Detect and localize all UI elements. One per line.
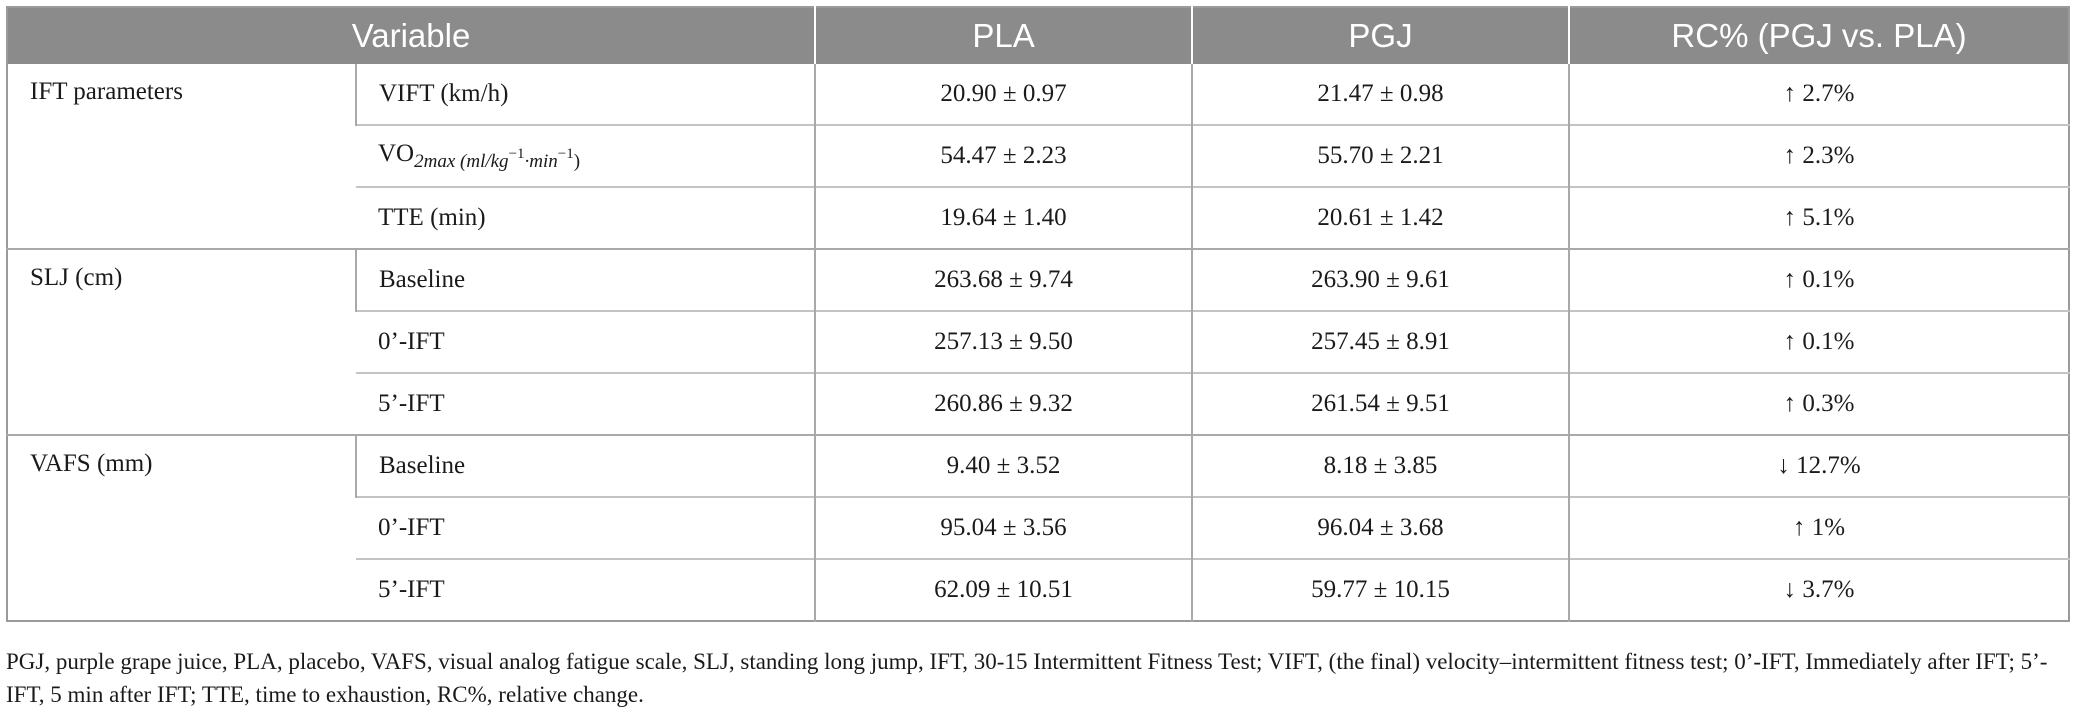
rc-value: ↑ 0.1% [1568,310,2070,373]
row-label: 0’-IFT [356,310,816,373]
vo2-sub-text: 2max [414,150,456,172]
table-footnote: PGJ, purple grape juice, PLA, placebo, V… [6,649,2048,707]
rc-value: ↑ 2.7% [1568,64,2070,125]
pla-value: 257.13 ± 9.50 [814,310,1193,373]
pla-value: 9.40 ± 3.52 [814,434,1193,497]
row-label: Baseline [354,248,816,311]
row-label: 5’-IFT [356,372,816,435]
rc-value: ↓ 12.7% [1568,434,2070,497]
row-label: Baseline [354,434,816,497]
table-row: VAFS (mm) Baseline 9.40 ± 3.52 8.18 ± 3.… [7,434,2070,621]
header-pla: PLA [814,7,1193,64]
vo2-unit-open: (ml/kg [460,150,509,172]
rc-value: ↑ 5.1% [1568,186,2070,249]
header-pgj: PGJ [1191,7,1570,64]
header-variable: Variable [7,7,816,64]
rc-value: ↑ 0.1% [1568,248,2070,311]
vo2-base: VO [378,139,415,167]
pgj-value: 257.45 ± 8.91 [1191,310,1570,373]
pgj-value: 8.18 ± 3.85 [1191,434,1570,497]
pla-value: 20.90 ± 0.97 [814,64,1193,125]
rc-value: ↑ 0.3% [1568,372,2070,435]
table-row: 0’-IFT 95.04 ± 3.56 96.04 ± 3.68 ↑ 1% [7,496,2070,559]
table-row: 0’-IFT 257.13 ± 9.50 257.45 ± 8.91 ↑ 0.1… [7,310,2070,373]
row-label: VIFT (km/h) [354,64,816,125]
group-label-ift: IFT parameters [30,78,183,105]
row-label-vo2max: VO2max (ml/kg−1·min−1) [356,124,816,187]
rc-value: ↑ 1% [1568,496,2070,559]
table-row: VO2max (ml/kg−1·min−1) 54.47 ± 2.23 55.7… [7,124,2070,187]
table-row: 5’-IFT 62.09 ± 10.51 59.77 ± 10.15 ↓ 3.7… [7,558,2070,621]
group-label-vafs: VAFS (mm) [7,434,356,621]
results-table: Variable PLA PGJ RC% (PGJ vs. PLA) IFT p… [6,6,2071,622]
table-row: SLJ (cm) Baseline 263.68 ± 9.74 263.90 ±… [7,248,2070,435]
table-row: IFT parameters VIFT (km/h) 20.90 ± 0.97 … [7,64,2070,125]
pla-value: 260.86 ± 9.32 [814,372,1193,435]
vo2-unit-mid: ·min [524,150,558,172]
pla-value: 19.64 ± 1.40 [814,186,1193,249]
pgj-value: 261.54 ± 9.51 [1191,372,1570,435]
pgj-value: 59.77 ± 10.15 [1191,558,1570,621]
row-label: TTE (min) [356,186,816,249]
vo2-subscript: 2max (ml/kg−1·min−1) [414,146,581,172]
pgj-value: 21.47 ± 0.98 [1191,64,1570,125]
pgj-value: 263.90 ± 9.61 [1191,248,1570,311]
rc-value: ↑ 2.3% [1568,124,2070,187]
vo2-unit-close: ) [573,150,581,172]
pla-value: 62.09 ± 10.51 [814,558,1193,621]
results-table-container: Variable PLA PGJ RC% (PGJ vs. PLA) IFT p… [6,6,2071,622]
pla-value: 263.68 ± 9.74 [814,248,1193,311]
header-rc: RC% (PGJ vs. PLA) [1568,7,2070,64]
vo2-sup-2: −1 [557,145,574,162]
row-label: 5’-IFT [356,558,816,621]
pla-value: 95.04 ± 3.56 [814,496,1193,559]
group-label-slj: SLJ (cm) [7,248,356,435]
pla-value: 54.47 ± 2.23 [814,124,1193,187]
vo2-sup-1: −1 [508,145,525,162]
pgj-value: 20.61 ± 1.42 [1191,186,1570,249]
table-row: TTE (min) 19.64 ± 1.40 20.61 ± 1.42 ↑ 5.… [7,186,2070,249]
table-header-row: Variable PLA PGJ RC% (PGJ vs. PLA) [7,7,2070,64]
table-row: 5’-IFT 260.86 ± 9.32 261.54 ± 9.51 ↑ 0.3… [7,372,2070,435]
pgj-value: 55.70 ± 2.21 [1191,124,1570,187]
rc-value: ↓ 3.7% [1568,558,2070,621]
row-label: 0’-IFT [356,496,816,559]
pgj-value: 96.04 ± 3.68 [1191,496,1570,559]
